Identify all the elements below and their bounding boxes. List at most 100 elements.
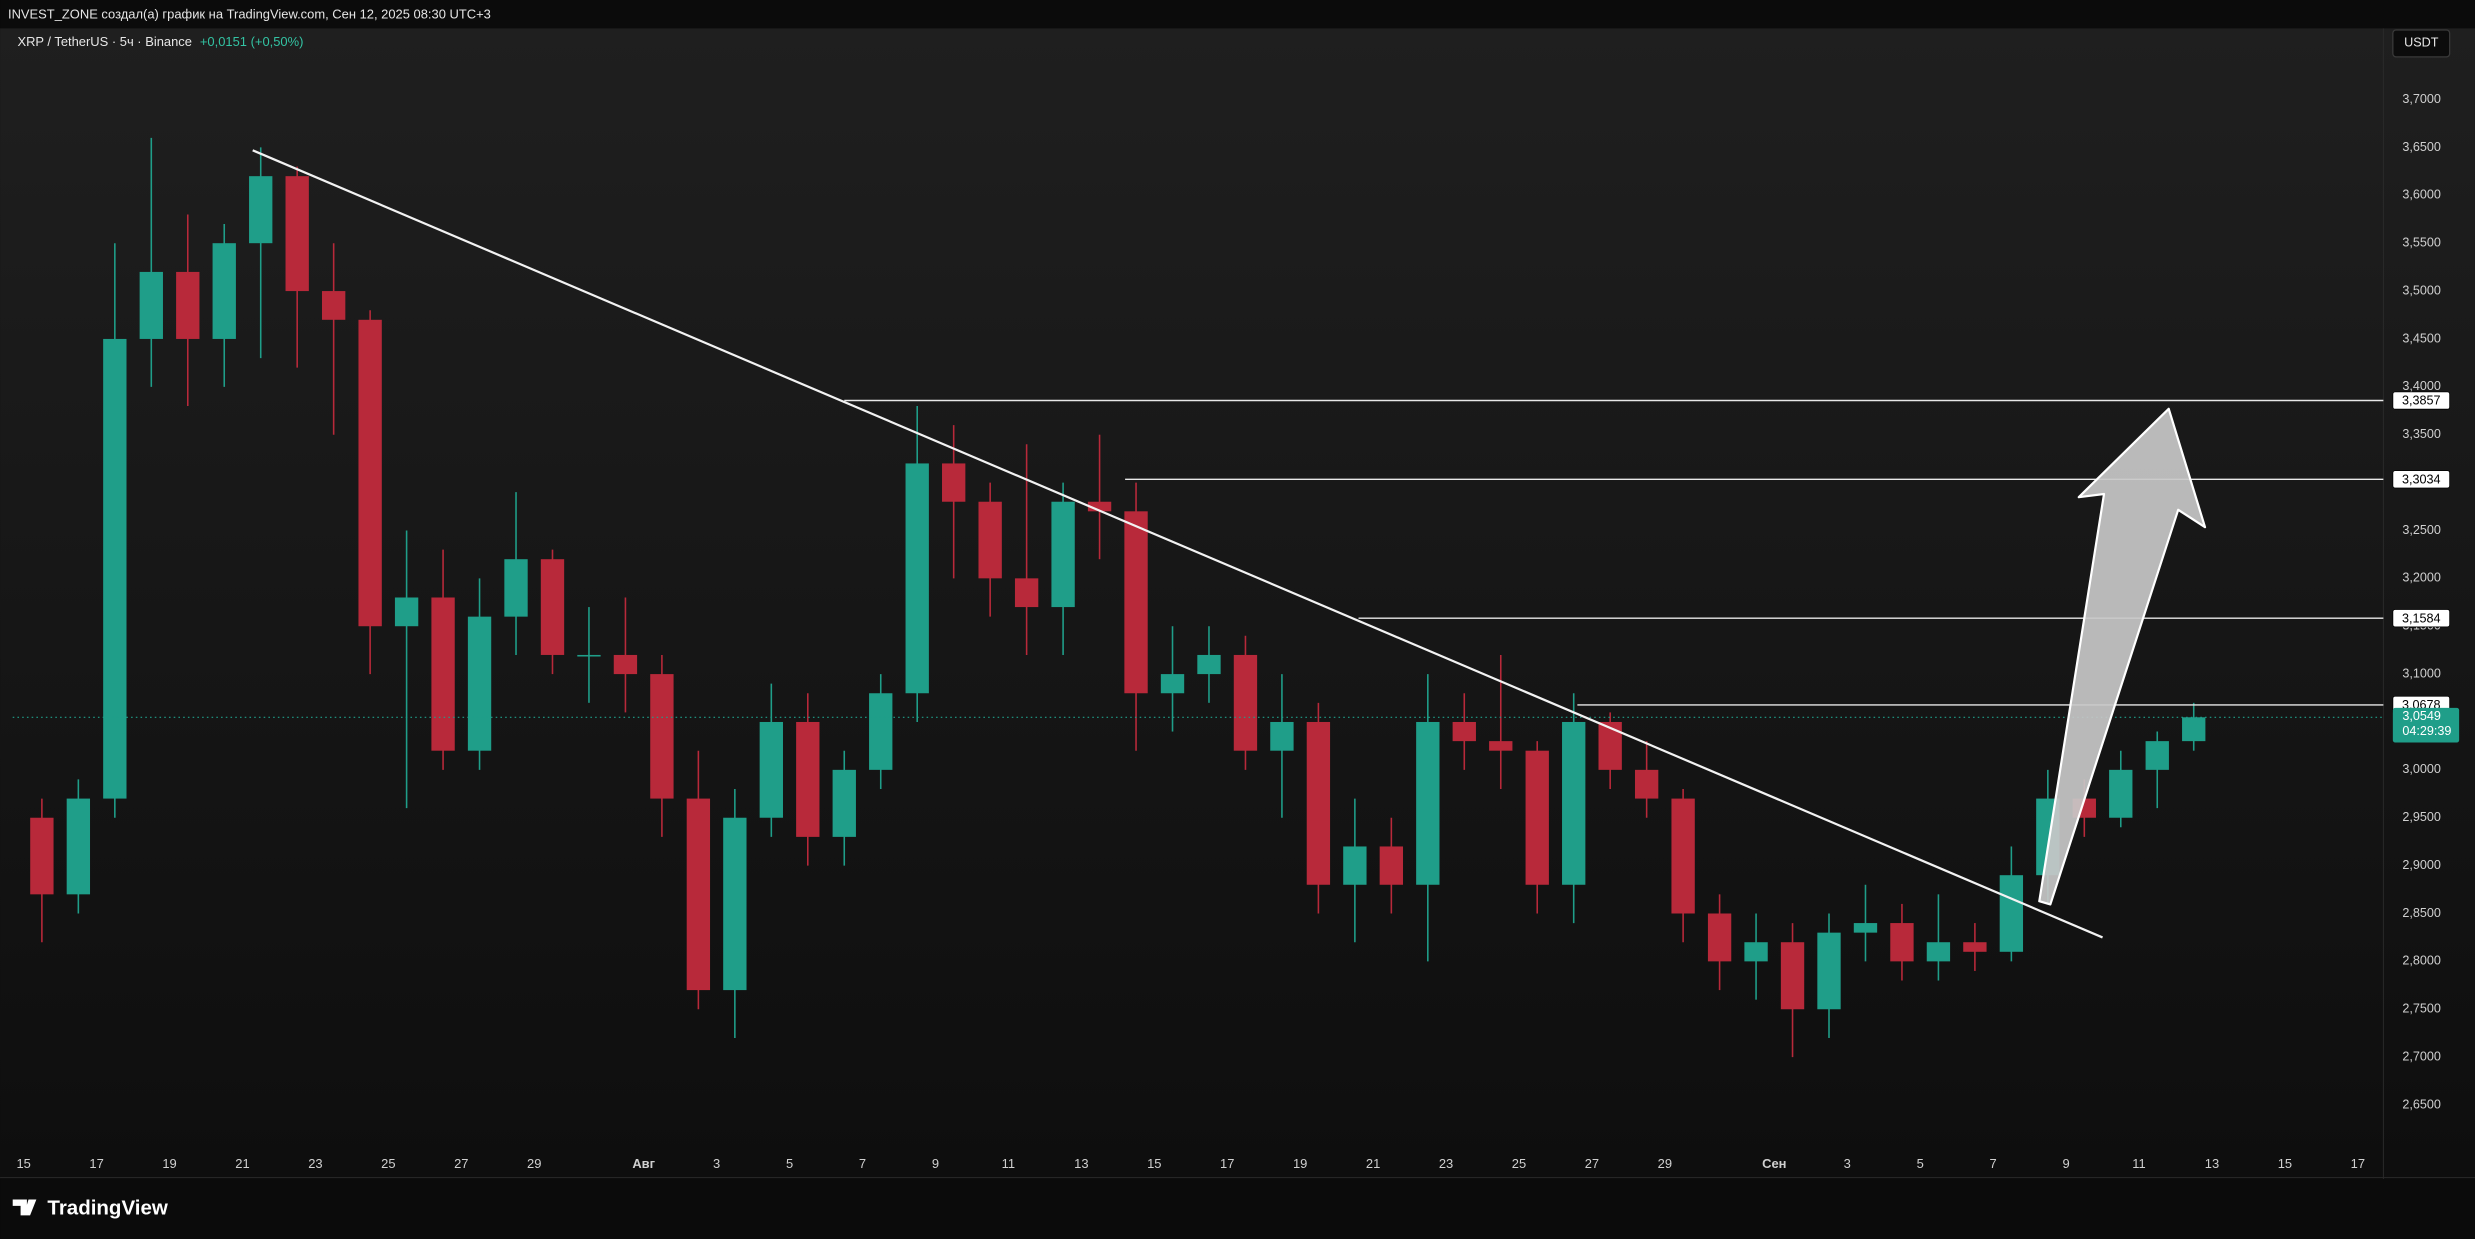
candle-body [1634,769,1659,799]
candle-body [1124,511,1148,694]
candle-body [796,721,820,837]
candle-body [1598,721,1622,770]
x-tick-label: Сен [1762,1156,1786,1171]
candle-body [942,463,966,502]
currency-label[interactable]: USDT [2404,36,2439,50]
x-tick-label: 25 [1512,1156,1526,1171]
x-tick-label: 13 [2205,1156,2219,1171]
y-tick-label: 3,2000 [2402,571,2441,585]
x-tick-label: 3 [1844,1156,1851,1171]
y-tick-label: 2,7500 [2402,1002,2441,1016]
candle-body [1489,741,1513,751]
candle-body [212,243,236,339]
x-tick-label: 11 [2132,1156,2145,1171]
x-tick-label: 15 [16,1156,30,1171]
candle-body [1343,846,1367,885]
y-tick-label: 3,0000 [2402,762,2441,776]
candle-body [1014,578,1039,608]
x-tick-label: 19 [162,1156,176,1171]
x-tick-label: 17 [89,1156,103,1171]
candle-body [1452,721,1476,742]
candle-body [1926,942,1951,962]
candle-body [2109,769,2133,818]
y-tick-label: 3,5500 [2402,236,2441,250]
last-price-label: 3,0549 [2402,709,2441,723]
level-label-box [2392,391,2451,410]
candle-body [321,291,346,320]
y-tick-label: 3,6000 [2402,188,2441,202]
candle-body [358,319,382,627]
candle-body [1087,501,1112,512]
candle-body [686,798,711,991]
y-tick-label: 2,9500 [2402,810,2441,824]
x-tick-label: 25 [381,1156,395,1171]
candle-body [1744,942,1768,962]
candle-body [577,654,601,657]
candle-body [1051,501,1075,608]
candle-body [1379,846,1404,885]
x-tick-label: 29 [527,1156,541,1171]
x-tick-label: 21 [1366,1156,1380,1171]
candle-body [431,597,455,751]
x-tick-label: 27 [454,1156,468,1171]
candle-body [249,176,273,244]
candle-body [1963,942,1987,952]
x-tick-label: 17 [1220,1156,1234,1171]
candle-body [504,559,528,617]
candle-body [2182,717,2206,742]
y-tick-label: 2,9000 [2402,858,2441,872]
candle-body [103,338,127,799]
candle-body [1416,721,1440,885]
x-tick-label: 27 [1585,1156,1599,1171]
candle-body [2145,741,2169,770]
candle-body [869,693,893,770]
arrow-annotation [2038,407,2207,906]
candle-body [176,271,200,339]
candle-body [1197,654,1221,675]
logo: TradingView [12,1196,168,1219]
x-tick-label: 23 [308,1156,322,1171]
candle-body [139,271,163,339]
y-tick-label: 2,7000 [2402,1049,2441,1063]
candle-body [650,674,674,799]
candle-body [1999,875,2024,952]
candle-body [540,559,565,655]
x-tick-label: 9 [2062,1156,2069,1171]
x-tick-label: 7 [859,1156,866,1171]
x-tick-label: 11 [1002,1156,1015,1171]
trendline [252,149,2103,939]
y-tick-label: 3,2500 [2402,523,2441,537]
x-tick-label: 15 [2278,1156,2292,1171]
x-tick-label: 15 [1147,1156,1161,1171]
y-tick-label: 3,3500 [2402,427,2441,441]
y-tick-label: 2,6500 [2402,1097,2441,1111]
y-tick-label: 3,7000 [2402,92,2441,106]
candle-body [30,817,54,895]
candle-body [978,501,1002,579]
candle-body [1707,913,1732,962]
last-price-box [2392,707,2460,743]
y-tick-label: 3,4000 [2402,379,2441,393]
y-tick-label: 3,4500 [2402,331,2441,345]
x-tick-label: 23 [1439,1156,1453,1171]
candle-body [1890,923,1914,962]
candle-body [832,769,856,837]
candle-body [1270,721,1294,751]
currency-button[interactable] [2392,29,2451,58]
level-label-box [2392,470,2451,489]
caption: INVEST_ZONE создал(а) график на TradingV… [8,6,491,21]
logo-icon [12,1199,37,1216]
candle-body [723,817,747,991]
candle-body [1853,923,1878,933]
x-tick-label: 9 [932,1156,939,1171]
x-tick-label: 21 [235,1156,249,1171]
x-tick-label: 29 [1658,1156,1672,1171]
candle-body [1671,798,1695,914]
candle-body [1525,750,1549,885]
candle-body [1817,932,1841,1010]
level-label: 3,3034 [2402,472,2441,486]
x-tick-label: 5 [1917,1156,1924,1171]
candle-body [66,798,91,895]
x-tick-label: 5 [786,1156,793,1171]
countdown: 04:29:39 [2402,724,2451,738]
